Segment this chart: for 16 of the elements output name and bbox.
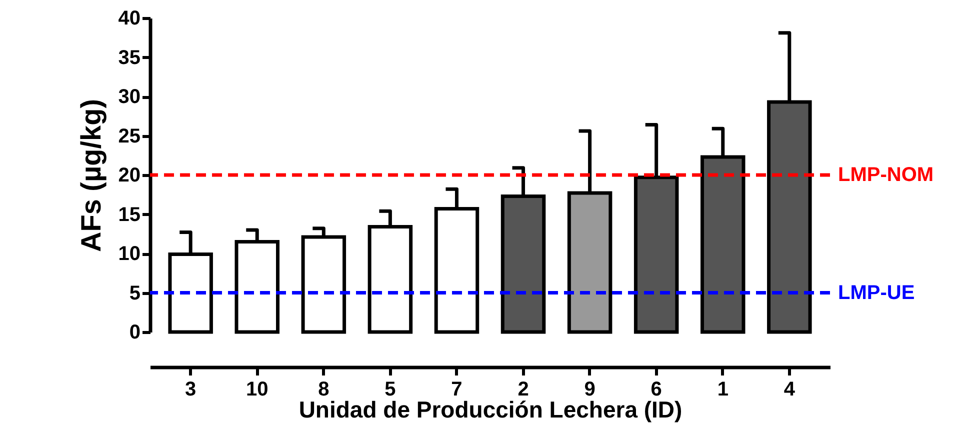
y-tick-label: 15 xyxy=(118,204,140,226)
y-tick-label: 0 xyxy=(129,322,140,344)
x-tick-label: 10 xyxy=(246,378,268,400)
x-tick-label: 3 xyxy=(185,378,196,400)
y-tick-label: 25 xyxy=(118,125,140,148)
y-tick-label: 20 xyxy=(118,164,140,186)
y-axis-title: AFs (µg/kg) xyxy=(75,98,106,252)
y-tick-label: 10 xyxy=(118,243,140,265)
x-tick-label: 1 xyxy=(717,378,728,400)
x-tick-label: 4 xyxy=(784,378,796,400)
y-tick-label: 30 xyxy=(118,86,140,108)
ref-line-label: LMP-UE xyxy=(838,282,915,304)
y-tick-label: 40 xyxy=(118,8,140,30)
ref-line-label: LMP-NOM xyxy=(838,164,934,186)
y-tick-label: 35 xyxy=(118,46,140,69)
y-tick-label: 5 xyxy=(129,282,140,304)
